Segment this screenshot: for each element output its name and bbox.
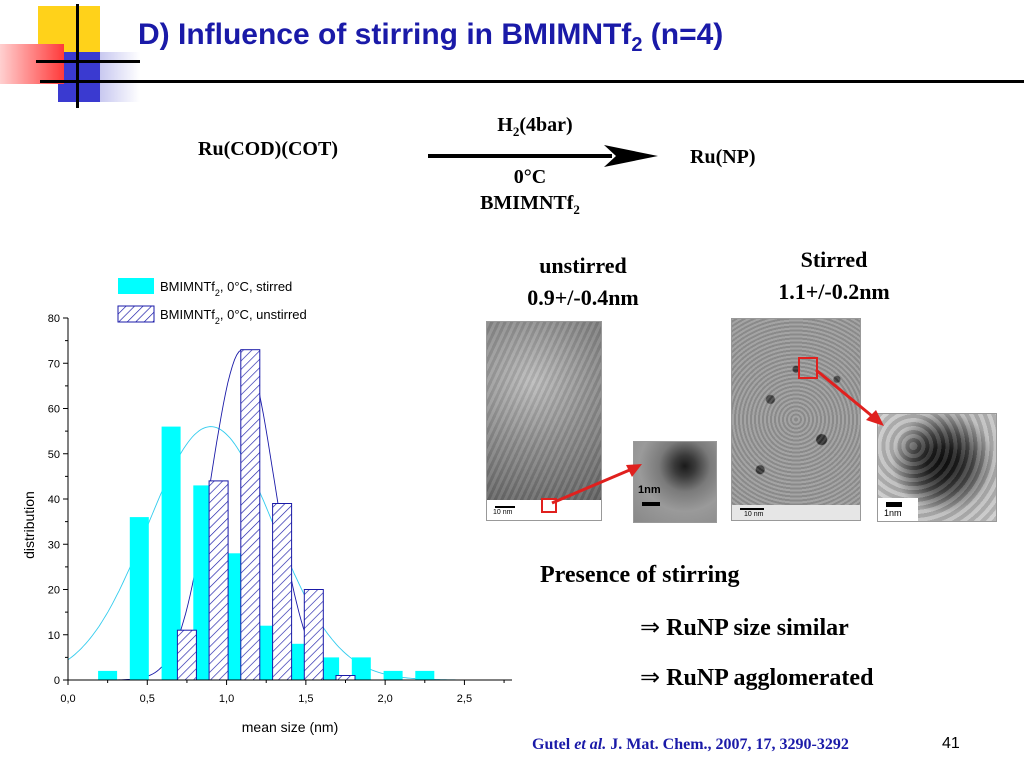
scale-bar-label: 1nm [638, 484, 661, 496]
bar-unstirred [240, 349, 261, 681]
decor-horizontal-line [36, 60, 140, 63]
slide-title-subscript: 2 [631, 34, 643, 56]
decor-red-square [0, 44, 64, 84]
implies-icon: ⇒ [640, 665, 661, 691]
tem-texture [732, 319, 860, 520]
reference-etal: et al. [574, 736, 607, 753]
callout-arrow-stirred [815, 368, 884, 426]
page-number: 41 [942, 735, 960, 752]
x-tick-label: 1,5 [298, 693, 313, 705]
bar-stirred [256, 625, 276, 680]
x-tick-label: 0,5 [140, 693, 155, 705]
y-tick-label: 10 [48, 630, 60, 642]
y-tick-label: 70 [48, 358, 60, 370]
size-distribution-chart: 0 10 20 30 40 50 60 70 80 0,0 0,5 1,0 1,5 2,0 2,5 mean … [21, 278, 512, 735]
reagent-main: H [497, 114, 513, 136]
unstirred-label: unstirred [539, 253, 627, 278]
decor-vertical-line [76, 4, 79, 108]
y-tick-label: 80 [48, 313, 60, 325]
y-tick-label: 0 [54, 675, 60, 687]
bar-unstirred [303, 589, 324, 681]
zoom-region-box [798, 357, 818, 379]
bar-stirred [193, 485, 213, 680]
solvent-main: BMIMNTf [480, 192, 574, 214]
bar-unstirred [176, 629, 197, 681]
x-tick-label: 1,0 [219, 693, 234, 705]
scale-bar-area [732, 505, 860, 520]
y-tick-label: 30 [48, 539, 60, 551]
scale-bar [495, 506, 515, 508]
slide-title: D) Influence of stirring in BMIMNTf2 (n=… [138, 18, 723, 57]
callout-arrow-unstirred [551, 464, 642, 505]
bar-stirred [351, 657, 371, 680]
y-tick-label: 50 [48, 449, 60, 461]
scale-bar-area [487, 500, 601, 520]
scale-bar [642, 502, 660, 506]
corner-decoration [0, 0, 140, 110]
bar-unstirred [272, 503, 293, 681]
bar-unstirred [208, 480, 229, 681]
reaction-reactant: Ru(COD)(COT) [198, 138, 338, 160]
y-tick-label: 20 [48, 585, 60, 597]
slide-title-text: D) Influence of stirring in BMIMNTf [138, 18, 632, 51]
tem-image-unstirred: 10 nm [486, 321, 602, 521]
x-tick-label: 2,0 [377, 693, 392, 705]
reference-citation: Gutel et al. J. Mat. Chem., 2007, 17, 32… [532, 736, 849, 754]
reagent-subscript: 2 [512, 124, 520, 139]
legend-swatch-unstirred [117, 305, 155, 323]
y-axis-title: distribution [21, 491, 37, 559]
bar-stirred [383, 670, 403, 680]
reagent-tail: (4bar) [519, 114, 573, 136]
y-tick-label: 40 [48, 494, 60, 506]
unstirred-caption: unstirred 0.9+/-0.4nm [478, 250, 688, 314]
bar-stirred [415, 670, 435, 680]
reaction-solvent: BMIMNTf2 [440, 192, 620, 218]
implies-icon: ⇒ [640, 615, 661, 641]
bar-stirred [288, 643, 308, 680]
reference-authors: Gutel [532, 736, 571, 753]
conclusion-point-1: ⇒ RuNP size similar [640, 613, 849, 642]
reference-journal: J. Mat. Chem., 2007, 17, 3290-3292 [610, 736, 849, 753]
x-axis-title: mean size (nm) [242, 719, 338, 735]
y-tick-label: 60 [48, 404, 60, 416]
reaction-product: Ru(NP) [690, 146, 756, 168]
x-tick-label: 0,0 [60, 693, 75, 705]
stirred-caption: Stirred 1.1+/-0.2nm [734, 244, 934, 308]
conclusion-point-text: RuNP agglomerated [666, 665, 874, 691]
scale-bar-label: 10 nm [493, 509, 513, 516]
bar-stirred [129, 517, 149, 680]
stirred-label: Stirred [800, 247, 868, 272]
solvent-subscript: 2 [573, 202, 580, 217]
x-tick-label: 2,5 [457, 693, 472, 705]
tem-zoom-stirred: 1nm [877, 413, 997, 522]
bar-stirred [225, 553, 244, 680]
reaction-reagent: H2(4bar) [440, 114, 630, 140]
tem-image-stirred: 10 nm [731, 318, 861, 521]
unstirred-size: 0.9+/-0.4nm [527, 285, 639, 310]
scale-bar [886, 502, 902, 507]
bar-stirred [320, 657, 340, 680]
title-rule [40, 80, 1024, 83]
bar-unstirred [335, 675, 356, 681]
scale-bar-label: 10 nm [744, 511, 764, 518]
reaction-temperature: 0°C [513, 166, 547, 188]
legend-label-stirred: BMIMNTf2, 0°C, stirred [160, 279, 292, 298]
tem-texture [487, 322, 601, 520]
slide-title-tail: (n=4) [642, 18, 724, 51]
tem-zoom-unstirred: 1nm [633, 441, 717, 523]
legend-label-unstirred: BMIMNTf2, 0°C, unstirred [160, 307, 307, 326]
stirred-size: 1.1+/-0.2nm [778, 279, 890, 304]
scale-bar [740, 508, 764, 510]
conclusion-point-2: ⇒ RuNP agglomerated [640, 663, 873, 692]
scale-bar-label: 1nm [884, 508, 902, 518]
reaction-arrow [428, 145, 658, 167]
zoom-region-box [541, 498, 557, 513]
legend-swatch-stirred [118, 278, 154, 294]
bar-stirred [98, 670, 118, 680]
conclusion-point-text: RuNP size similar [666, 615, 849, 641]
bar-stirred [161, 426, 181, 680]
conclusion-heading: Presence of stirring [540, 562, 740, 588]
